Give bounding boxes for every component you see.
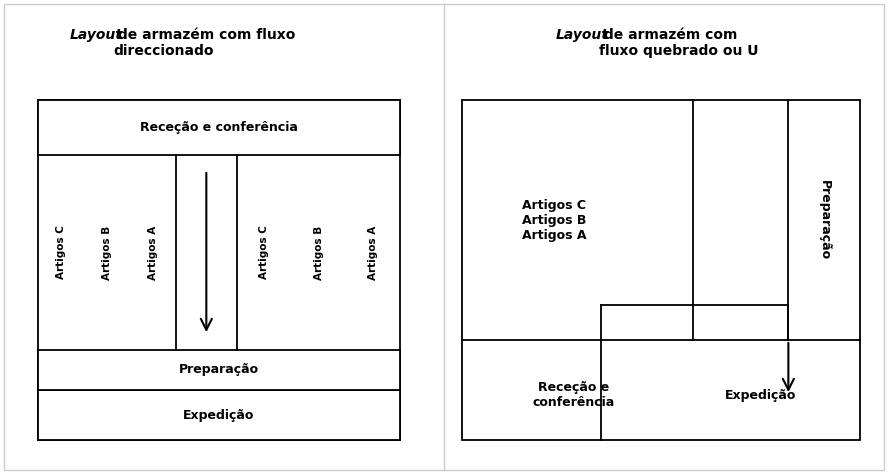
Text: Layout: Layout xyxy=(556,28,609,42)
Text: Artigos C
Artigos B
Artigos A: Artigos C Artigos B Artigos A xyxy=(522,199,586,241)
Text: Receção e conferência: Receção e conferência xyxy=(140,121,298,134)
Text: Layout: Layout xyxy=(70,28,123,42)
Text: Artigos B: Artigos B xyxy=(102,225,112,280)
Text: Artigos A: Artigos A xyxy=(147,225,158,280)
Text: Expedição: Expedição xyxy=(725,389,797,401)
Text: Artigos C: Artigos C xyxy=(259,226,269,280)
Bar xyxy=(38,390,400,440)
Bar xyxy=(462,100,860,440)
Text: Preparação: Preparação xyxy=(179,364,259,376)
Bar xyxy=(38,350,400,390)
Text: Artigos C: Artigos C xyxy=(56,226,66,280)
Bar xyxy=(38,100,400,440)
Text: Artigos A: Artigos A xyxy=(368,225,378,280)
Text: Receção e
conferência: Receção e conferência xyxy=(532,381,614,409)
Text: Expedição: Expedição xyxy=(183,409,255,421)
Bar xyxy=(38,100,400,155)
Text: Preparação: Preparação xyxy=(818,180,830,260)
Text: de armazém com fluxo
direccionado: de armazém com fluxo direccionado xyxy=(113,28,296,58)
Text: Artigos B: Artigos B xyxy=(313,225,323,280)
Text: de armazém com
fluxo quebrado ou U: de armazém com fluxo quebrado ou U xyxy=(599,28,758,58)
